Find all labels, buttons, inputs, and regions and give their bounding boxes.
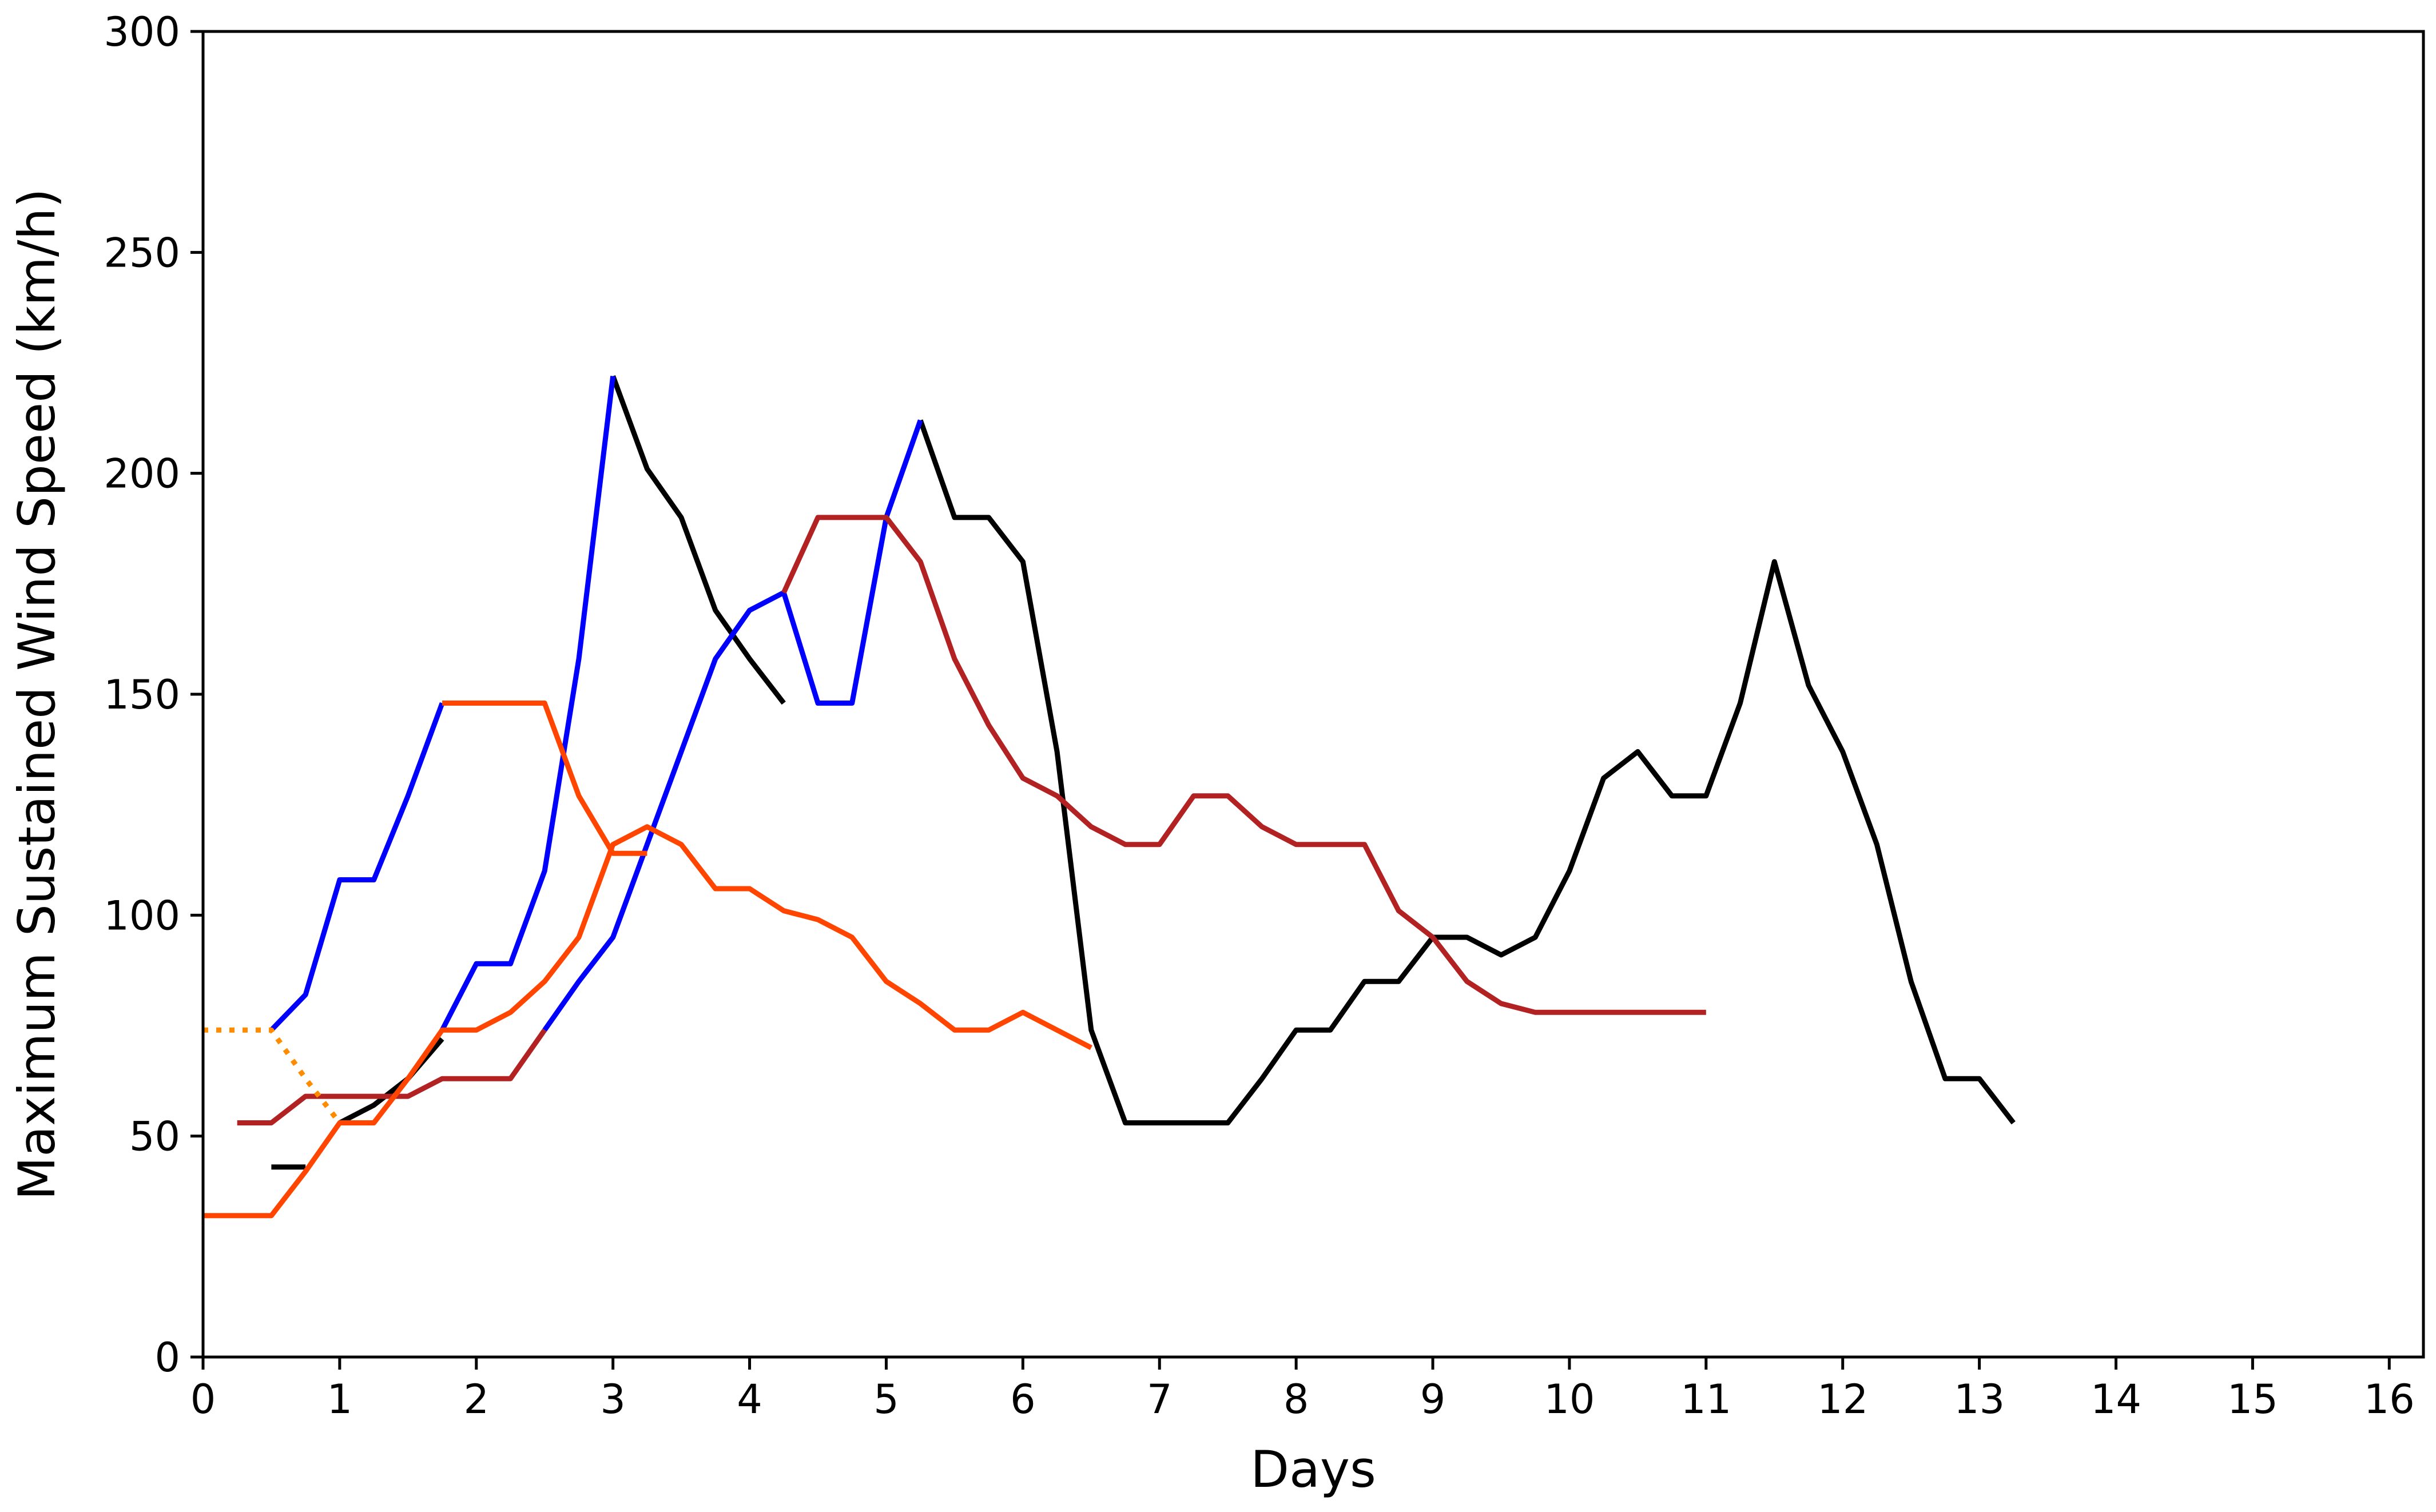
series-2 [237,515,1706,1125]
series-line [542,419,923,1032]
y-tick-label: 250 [104,229,180,276]
x-tick-label: 14 [2091,1376,2141,1423]
y-tick-label: 100 [104,892,180,939]
series-line [442,701,647,856]
x-tick-label: 16 [2364,1376,2415,1423]
series-line [203,1027,342,1125]
series-line [917,419,2016,1125]
x-tick-label: 9 [1420,1376,1446,1423]
x-tick-label: 10 [1544,1376,1595,1423]
x-tick-label: 1 [327,1376,353,1423]
x-tick-label: 6 [1010,1376,1036,1423]
series-4 [203,1027,342,1125]
series-line [781,515,1706,1015]
series-line [203,824,1092,1219]
series-1 [269,376,923,1032]
y-tick-label: 300 [104,9,180,55]
x-axis-label: Days [1250,1440,1376,1499]
x-tick-label: 12 [1817,1376,1868,1423]
x-tick-label: 11 [1680,1376,1731,1423]
series-line [610,375,786,705]
series-line [269,702,445,1032]
series-line [440,376,616,1032]
y-tick-label: 50 [129,1113,180,1160]
y-tick-label: 0 [154,1334,180,1381]
x-tick-label: 4 [737,1376,762,1423]
x-tick-label: 2 [464,1376,490,1423]
y-axis-label: Maximum Sustained Wind Speed (km/h) [7,188,66,1200]
y-tick-label: 150 [104,671,180,718]
x-tick-label: 8 [1283,1376,1309,1423]
x-tick-label: 7 [1147,1376,1173,1423]
y-axis-ticks: 0 50 100 150 200 250 300 [104,9,203,1381]
series-line [237,1028,547,1125]
x-tick-label: 0 [190,1376,216,1423]
series-layer [203,375,2016,1219]
series-3 [203,701,1092,1219]
x-tick-label: 5 [873,1376,899,1423]
x-tick-label: 15 [2227,1376,2278,1423]
plot-frame [201,30,2425,1359]
x-tick-label: 3 [600,1376,626,1423]
y-tick-label: 200 [104,451,180,498]
x-tick-label: 13 [1954,1376,2005,1423]
x-axis-ticks: 0 1 2 3 4 5 6 7 8 9 10 11 12 13 14 15 16 [190,1357,2415,1423]
